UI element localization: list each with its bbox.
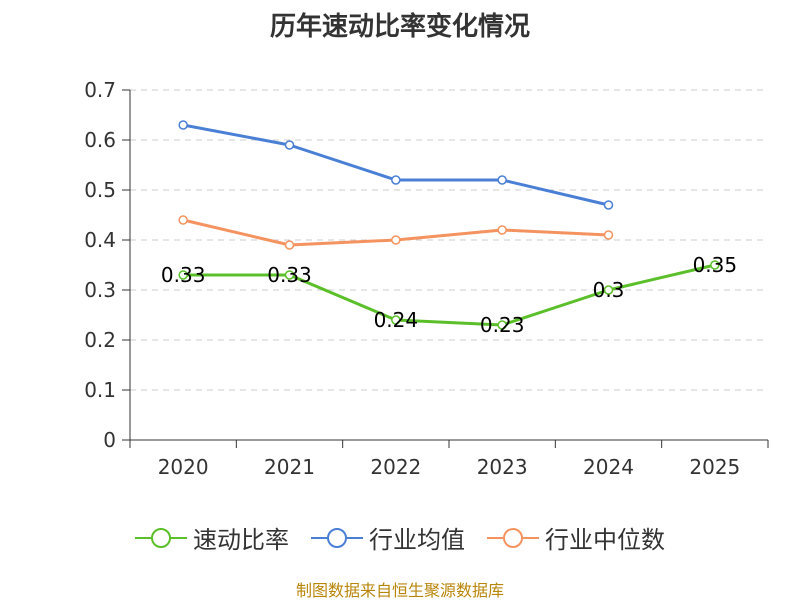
legend-label-industry-mean: 行业均值 (369, 526, 465, 554)
data-label: 0.23 (480, 313, 525, 337)
legend-swatch-quick-ratio (135, 527, 187, 548)
data-point[interactable] (178, 270, 188, 280)
x-tick-label: 2023 (477, 455, 528, 479)
data-point[interactable] (391, 315, 401, 325)
source-note: 制图数据来自恒生聚源数据库 (295, 581, 504, 600)
data-label: 0.24 (374, 308, 419, 332)
legend-swatch-industry-median (487, 527, 539, 548)
data-point[interactable] (710, 260, 720, 270)
data-label: 0.33 (267, 263, 312, 287)
legend-swatch-industry-mean (311, 527, 363, 548)
x-tick-label: 2020 (158, 455, 209, 479)
y-tick-label: 0.4 (84, 228, 116, 252)
grid-lines (130, 89, 768, 391)
data-point[interactable] (284, 270, 295, 280)
data-point[interactable] (497, 320, 507, 330)
x-tick-label: 2022 (370, 455, 421, 479)
data-label: 0.33 (161, 263, 206, 287)
axes (122, 89, 769, 448)
y-tick-label: 0 (103, 428, 116, 452)
legend-item-quick-ratio[interactable]: 速动比率 (135, 520, 289, 555)
data-point[interactable] (391, 235, 401, 245)
data-point[interactable] (284, 140, 295, 150)
legend-marker (151, 527, 171, 548)
series-line (183, 263, 716, 327)
x-tick-label: 2024 (583, 455, 634, 479)
chart-title: 历年速动比率变化情况 (269, 12, 530, 42)
y-tick-label: 0.2 (84, 328, 116, 352)
legend-item-industry-mean[interactable]: 行业均值 (311, 520, 465, 555)
data-point[interactable] (497, 225, 507, 235)
y-tick-labels: 0 0.1 0.2 0.3 0.4 0.5 0.6 0.7 (84, 78, 116, 452)
legend-marker (327, 527, 347, 548)
x-tick-labels: 2020 2021 2022 2023 2024 2025 (158, 455, 741, 479)
data-labels: 0.33 0.33 0.24 0.23 0.3 0.35 (161, 253, 737, 337)
y-tick-label: 0.1 (84, 378, 116, 402)
y-tick-label: 0.5 (84, 178, 116, 202)
data-label: 0.3 (593, 278, 625, 302)
data-point[interactable] (391, 175, 401, 185)
legend: 速动比率 行业均值 行业中位数 (0, 520, 800, 555)
data-point[interactable] (497, 175, 507, 185)
data-point[interactable] (178, 120, 188, 130)
data-point[interactable] (603, 200, 614, 210)
x-tick-label: 2025 (689, 455, 740, 479)
legend-label-quick-ratio: 速动比率 (193, 526, 289, 554)
data-point[interactable] (603, 285, 614, 295)
series-line (182, 123, 609, 207)
series-lines (178, 120, 720, 330)
legend-marker (503, 527, 523, 548)
y-tick-label: 0.6 (84, 128, 116, 152)
data-label: 0.35 (693, 253, 738, 277)
data-point[interactable] (603, 230, 614, 240)
y-tick-label: 0.7 (84, 78, 116, 102)
y-tick-label: 0.3 (84, 278, 116, 302)
data-point[interactable] (178, 215, 188, 225)
data-point[interactable] (284, 240, 295, 250)
legend-label-industry-median: 行业中位数 (545, 526, 665, 554)
legend-item-industry-median[interactable]: 行业中位数 (487, 520, 665, 555)
x-tick-label: 2021 (264, 455, 315, 479)
